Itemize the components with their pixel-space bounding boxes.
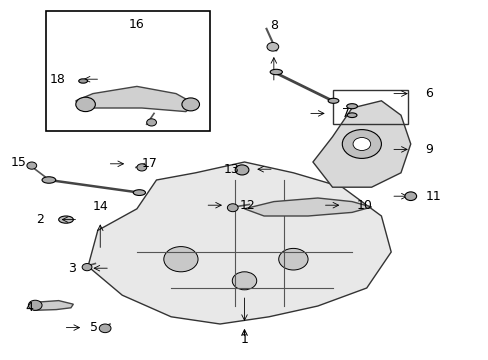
Polygon shape bbox=[244, 198, 371, 216]
Text: 14: 14 bbox=[92, 200, 108, 213]
Bar bbox=[332, 90, 407, 124]
Text: 17: 17 bbox=[142, 157, 157, 170]
Text: 12: 12 bbox=[239, 199, 255, 212]
Polygon shape bbox=[312, 101, 410, 187]
Circle shape bbox=[227, 204, 238, 212]
Ellipse shape bbox=[79, 79, 87, 83]
Circle shape bbox=[232, 272, 256, 290]
Text: 3: 3 bbox=[68, 262, 76, 275]
Ellipse shape bbox=[269, 69, 282, 75]
Text: 13: 13 bbox=[224, 163, 239, 176]
Ellipse shape bbox=[346, 113, 356, 117]
Circle shape bbox=[146, 119, 156, 126]
Text: 1: 1 bbox=[240, 333, 248, 346]
Polygon shape bbox=[33, 301, 73, 310]
Text: 16: 16 bbox=[129, 18, 144, 31]
Ellipse shape bbox=[59, 216, 73, 223]
Circle shape bbox=[352, 138, 370, 150]
Circle shape bbox=[27, 162, 37, 169]
Text: 8: 8 bbox=[269, 19, 277, 32]
Text: 9: 9 bbox=[425, 143, 432, 156]
Text: 18: 18 bbox=[50, 73, 66, 86]
Circle shape bbox=[182, 98, 199, 111]
Ellipse shape bbox=[42, 177, 56, 183]
Circle shape bbox=[99, 324, 111, 333]
Circle shape bbox=[278, 248, 307, 270]
Circle shape bbox=[137, 164, 146, 171]
Circle shape bbox=[163, 247, 198, 272]
Polygon shape bbox=[76, 86, 195, 112]
Text: 6: 6 bbox=[425, 87, 432, 100]
Ellipse shape bbox=[346, 104, 357, 109]
Text: 7: 7 bbox=[342, 107, 349, 120]
Text: 11: 11 bbox=[425, 190, 440, 203]
Circle shape bbox=[76, 97, 95, 112]
Ellipse shape bbox=[327, 98, 338, 103]
Text: 4: 4 bbox=[25, 301, 33, 314]
Circle shape bbox=[404, 192, 416, 201]
Circle shape bbox=[82, 264, 92, 271]
Circle shape bbox=[342, 130, 381, 158]
Circle shape bbox=[28, 300, 42, 310]
Text: 15: 15 bbox=[11, 156, 27, 168]
Ellipse shape bbox=[133, 190, 145, 195]
Circle shape bbox=[266, 42, 278, 51]
Polygon shape bbox=[88, 162, 390, 324]
Text: 10: 10 bbox=[356, 199, 372, 212]
Text: 2: 2 bbox=[36, 213, 44, 226]
Circle shape bbox=[235, 165, 248, 175]
Text: 5: 5 bbox=[90, 321, 98, 334]
Bar bbox=[46, 11, 210, 131]
